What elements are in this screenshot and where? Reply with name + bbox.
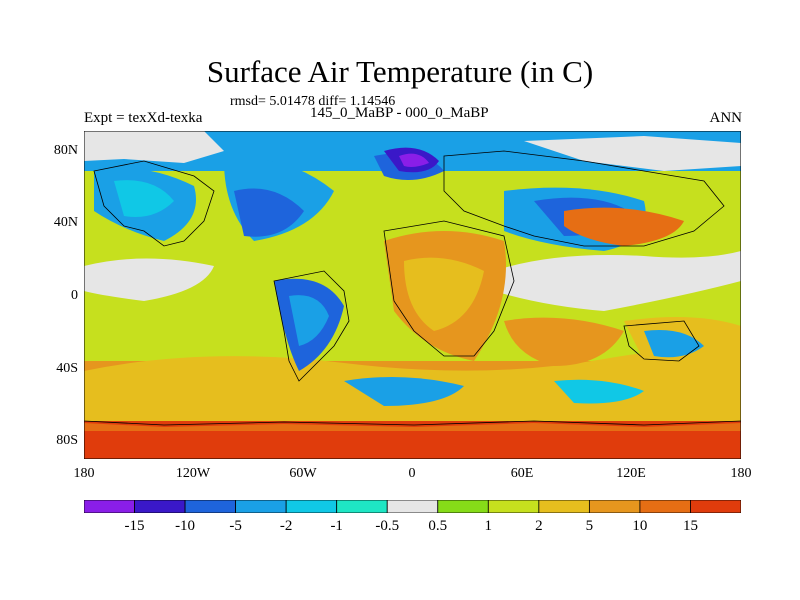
colorbar-swatch [588,500,641,513]
lat-label-40n: 40N [53,215,78,230]
colorbar-label: -0.5 [375,518,400,534]
colorbar-label: -10 [175,518,196,534]
colorbar-label: 10 [632,518,648,534]
colorbar-swatch [690,500,741,513]
experiment-label: Expt = texXd-texka [84,110,203,126]
lon-label-0: 0 [408,466,416,481]
lat-label-80n: 80N [53,143,78,158]
lat-label-0: 0 [71,288,78,303]
colorbar-swatch [386,500,439,513]
colorbar-swatch [235,500,287,513]
colorbar-swatch [134,500,186,513]
colorbar-swatch [336,500,388,513]
colorbar-swatch [84,500,135,513]
colorbar-label: 0.5 [428,518,448,534]
colorbar-swatch [487,500,540,513]
colorbar [84,500,741,513]
colorbar-label: 5 [585,518,594,534]
lat-label-80s: 80S [56,433,78,448]
lon-label-120w: 120W [175,466,211,481]
colorbar-label: -2 [279,518,293,534]
temperature-map [84,131,741,459]
colorbar-swatch [184,500,237,513]
plot-subtitle: 145_0_MaBP - 000_0_MaBP [310,105,489,121]
plot-title: Surface Air Temperature (in C) [206,54,594,89]
lon-label-60e: 60E [510,466,534,481]
colorbar-label: -1 [330,518,343,534]
lon-label-180w: 180 [73,466,95,481]
colorbar-label: 2 [535,518,543,534]
colorbar-swatch [639,500,691,513]
season-label: ANN [709,110,743,126]
coastlines [84,150,741,426]
lat-label-40s: 40S [56,361,78,376]
colorbar-label: -15 [124,518,145,534]
colorbar-swatch [285,500,338,513]
lon-label-180e: 180 [730,466,752,481]
stats-label: rmsd= 5.01478 diff= 1.14546 [230,94,396,109]
colorbar-label: 1 [484,518,493,534]
colorbar-label: 15 [682,518,698,534]
colorbar-swatch [437,500,489,513]
colorbar-swatch [538,500,590,513]
lon-label-60w: 60W [289,466,317,481]
colorbar-label: -5 [229,518,242,534]
lon-label-120e: 120E [616,466,646,481]
